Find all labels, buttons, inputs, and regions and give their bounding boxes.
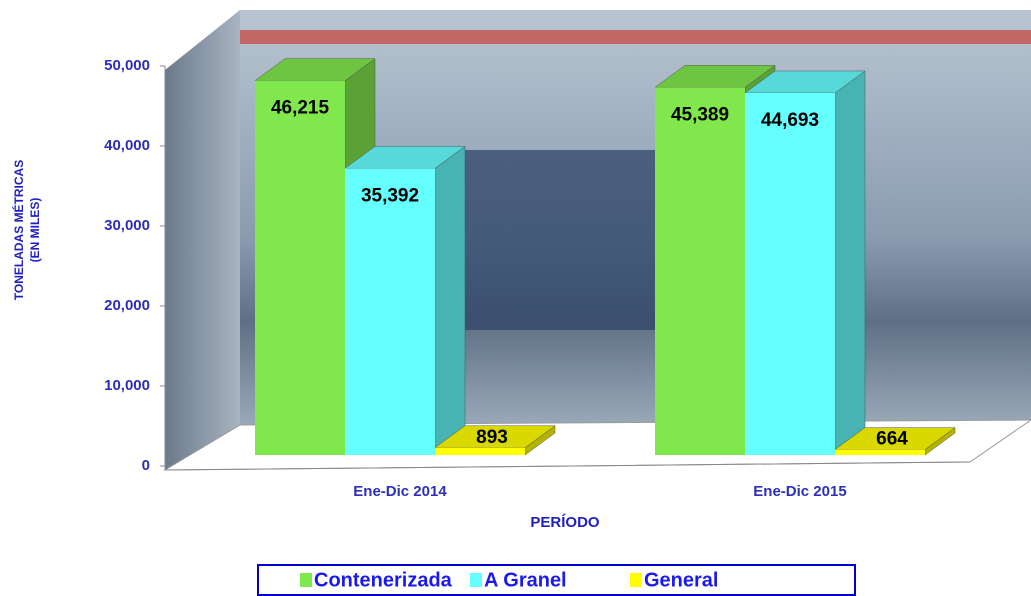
x-tick-label: Ene-Dic 2014 [353, 483, 447, 500]
y-tick-label: 30,000 [104, 217, 150, 234]
bar [835, 449, 925, 455]
y-tick-label: 50,000 [104, 57, 150, 74]
bar-side [434, 145, 466, 456]
side-wall [165, 10, 240, 470]
x-axis-label: PERÍODO [530, 514, 600, 531]
data-label: 664 [876, 429, 908, 450]
data-label: 44,693 [761, 110, 819, 131]
y-tick-label: 0 [142, 457, 150, 474]
data-label: 46,215 [271, 98, 330, 119]
y-tick-label: 20,000 [104, 297, 150, 314]
legend-swatch [300, 573, 312, 587]
x-axis [164, 461, 971, 471]
x-tick-label: Ene-Dic 2015 [753, 483, 846, 500]
bar [255, 80, 345, 455]
bar [745, 92, 835, 456]
bar [345, 168, 435, 455]
y-axis-label: TONELADAS MÉTRICAS [11, 160, 26, 300]
bar [655, 87, 745, 456]
data-label: 45,389 [671, 104, 729, 125]
y-tick-label: 40,000 [104, 137, 150, 154]
crane-beam [240, 30, 1031, 44]
legend [257, 564, 856, 596]
legend-swatch [630, 573, 642, 587]
data-label: 893 [476, 427, 508, 448]
bar [435, 447, 525, 455]
legend-label: A Granel [484, 569, 567, 591]
legend-label: Contenerizada [314, 569, 453, 591]
legend-swatch [470, 573, 482, 587]
bar-side [834, 70, 866, 456]
data-label: 35,392 [361, 185, 419, 206]
legend-label: General [644, 569, 718, 591]
y-tick-label: 10,000 [104, 377, 150, 394]
y-axis-label: (EN MILES) [28, 198, 42, 263]
